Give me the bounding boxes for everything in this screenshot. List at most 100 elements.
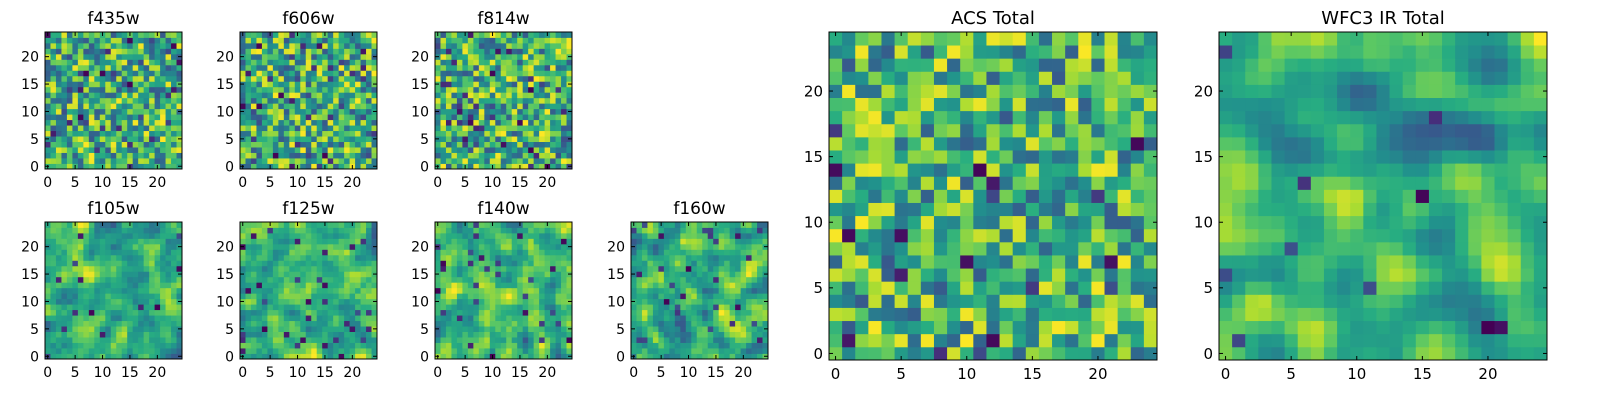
heatmap-cell bbox=[523, 238, 529, 244]
heatmap-cell bbox=[50, 293, 56, 299]
heatmap-cell bbox=[350, 299, 356, 305]
heatmap-cell bbox=[105, 76, 111, 82]
heatmap-cell bbox=[545, 114, 551, 120]
heatmap-cell bbox=[534, 249, 540, 255]
heatmap-cell bbox=[664, 222, 670, 228]
heatmap-cell bbox=[273, 233, 279, 239]
heatmap-cell bbox=[501, 233, 507, 239]
heatmap-cell bbox=[127, 238, 133, 244]
heatmap-cell bbox=[664, 337, 670, 343]
heatmap-cell bbox=[435, 76, 441, 82]
heatmap-cell bbox=[829, 268, 843, 282]
heatmap-cell bbox=[517, 59, 523, 65]
heatmap-cell bbox=[50, 103, 56, 109]
heatmap-cell bbox=[273, 125, 279, 131]
heatmap-cell bbox=[361, 158, 367, 164]
heatmap-cell bbox=[295, 109, 301, 115]
heatmap-cell bbox=[653, 299, 659, 305]
heatmap-cell bbox=[273, 109, 279, 115]
heatmap-cell bbox=[61, 59, 67, 65]
heatmap-cell bbox=[111, 266, 117, 272]
heatmap-cell bbox=[300, 249, 306, 255]
heatmap-cell bbox=[138, 233, 144, 239]
heatmap-cell bbox=[344, 37, 350, 43]
heatmap-cell bbox=[240, 266, 246, 272]
heatmap-cell bbox=[512, 299, 518, 305]
heatmap-cell bbox=[328, 255, 334, 261]
heatmap-cell bbox=[451, 59, 457, 65]
heatmap-cell bbox=[960, 216, 974, 230]
heatmap-cell bbox=[89, 337, 95, 343]
heatmap-cell bbox=[501, 147, 507, 153]
heatmap-cell bbox=[50, 244, 56, 250]
heatmap-cell bbox=[262, 304, 268, 310]
heatmap-cell bbox=[556, 32, 562, 38]
heatmap-cell bbox=[122, 266, 128, 272]
heatmap-cell bbox=[122, 348, 128, 354]
heatmap-cell bbox=[361, 125, 367, 131]
heatmap-cell bbox=[45, 260, 51, 266]
heatmap-cell bbox=[539, 54, 545, 60]
heatmap-cell bbox=[83, 87, 89, 93]
heatmap-cell bbox=[653, 326, 659, 332]
heatmap-cell bbox=[686, 238, 692, 244]
heatmap-cell bbox=[501, 260, 507, 266]
heatmap-cell bbox=[361, 92, 367, 98]
heatmap-cell bbox=[171, 337, 177, 343]
heatmap-cell bbox=[149, 332, 155, 338]
heatmap-cell bbox=[1065, 334, 1079, 348]
heatmap-cell bbox=[61, 337, 67, 343]
heatmap-cell bbox=[116, 65, 122, 71]
heatmap-cell bbox=[245, 59, 251, 65]
heatmap-cell bbox=[273, 32, 279, 38]
heatmap-cell bbox=[111, 43, 117, 49]
heatmap-cell bbox=[647, 238, 653, 244]
heatmap-cell bbox=[78, 136, 84, 142]
heatmap-cell bbox=[317, 136, 323, 142]
heatmap-cell bbox=[295, 136, 301, 142]
heatmap-cell bbox=[501, 131, 507, 137]
heatmap-cell bbox=[686, 337, 692, 343]
heatmap-cell bbox=[56, 158, 62, 164]
heatmap-cell bbox=[829, 321, 843, 335]
heatmap-cell bbox=[144, 87, 150, 93]
heatmap-cell bbox=[344, 321, 350, 327]
heatmap-cell bbox=[94, 37, 100, 43]
heatmap-cell bbox=[122, 87, 128, 93]
heatmap-cell bbox=[512, 37, 518, 43]
heatmap-cell bbox=[122, 304, 128, 310]
heatmap-cell bbox=[361, 136, 367, 142]
heatmap-cell bbox=[105, 81, 111, 87]
heatmap-cell bbox=[675, 277, 681, 283]
heatmap-cell bbox=[512, 343, 518, 349]
heatmap-cell bbox=[89, 120, 95, 126]
heatmap-cell bbox=[1105, 203, 1119, 217]
heatmap-cell bbox=[366, 255, 372, 261]
heatmap-cell bbox=[708, 260, 714, 266]
heatmap-cell bbox=[245, 260, 251, 266]
heatmap-cell bbox=[895, 216, 909, 230]
heatmap-cell bbox=[289, 233, 295, 239]
heatmap-cell bbox=[523, 87, 529, 93]
heatmap-cell bbox=[631, 310, 637, 316]
heatmap-cell bbox=[344, 310, 350, 316]
heatmap-cell bbox=[138, 227, 144, 233]
heatmap-cell bbox=[686, 255, 692, 261]
heatmap-cell bbox=[240, 337, 246, 343]
heatmap-cell bbox=[479, 304, 485, 310]
heatmap-cell bbox=[100, 158, 106, 164]
heatmap-cell bbox=[539, 136, 545, 142]
heatmap-cell bbox=[842, 308, 856, 322]
heatmap-cell bbox=[752, 293, 758, 299]
heatmap-cell bbox=[251, 158, 257, 164]
heatmap-cell bbox=[306, 315, 312, 321]
heatmap-cell bbox=[160, 114, 166, 120]
heatmap-cell bbox=[83, 332, 89, 338]
heatmap-cell bbox=[490, 54, 496, 60]
heatmap-cell bbox=[1078, 347, 1092, 361]
heatmap-cell bbox=[512, 98, 518, 104]
heatmap-cell bbox=[344, 81, 350, 87]
heatmap-cell bbox=[317, 158, 323, 164]
heatmap-cell bbox=[256, 238, 262, 244]
heatmap-cell bbox=[100, 103, 106, 109]
